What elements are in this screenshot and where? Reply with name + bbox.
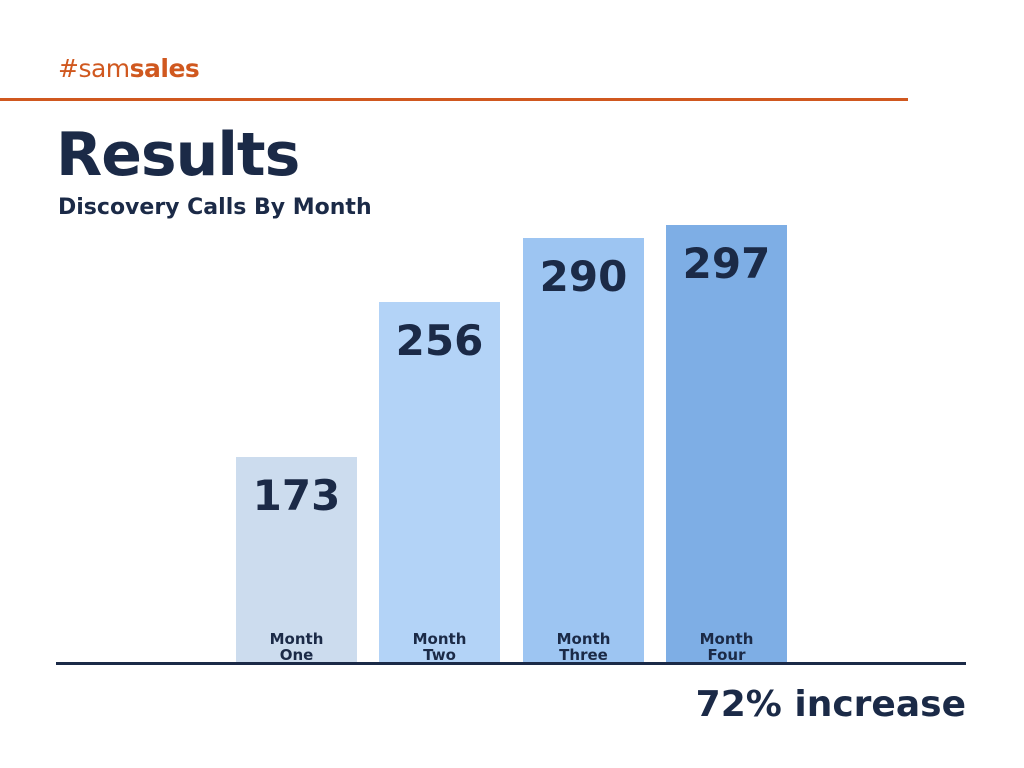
x-axis-line (56, 662, 966, 665)
category-label-line: Month (269, 629, 324, 648)
category-label: Month Four (666, 631, 787, 663)
header-divider (0, 98, 908, 101)
category-label: Month One (236, 631, 357, 663)
bar-3: 290 Month Three (523, 238, 644, 663)
category-label: Month Three (523, 631, 644, 663)
bar-2: 256 Month Two (379, 301, 500, 663)
brand-prefix: #sam (58, 54, 130, 83)
bar-4: 297 Month Four (666, 225, 787, 663)
chart-subtitle: Discovery Calls By Month (58, 195, 372, 220)
category-label-line: Four (707, 646, 746, 664)
category-label-line: Month (556, 629, 611, 648)
brand-suffix: sales (129, 54, 200, 83)
category-label-line: Three (559, 645, 608, 664)
category-label-line: One (279, 645, 314, 664)
page-title: Results (56, 120, 300, 190)
category-label: Month Two (379, 631, 500, 663)
category-label-line: Month (412, 629, 467, 648)
brand-logo: #samsales (58, 54, 200, 83)
category-label-line: Month (699, 630, 754, 648)
value-label: 290 (539, 252, 628, 302)
value-label: 297 (682, 239, 771, 288)
bar-1: 173 Month One (236, 457, 357, 663)
value-label: 256 (395, 315, 484, 365)
category-label-line: Two (423, 645, 456, 664)
value-label: 173 (252, 471, 341, 521)
increase-note: 72% increase (695, 684, 966, 725)
